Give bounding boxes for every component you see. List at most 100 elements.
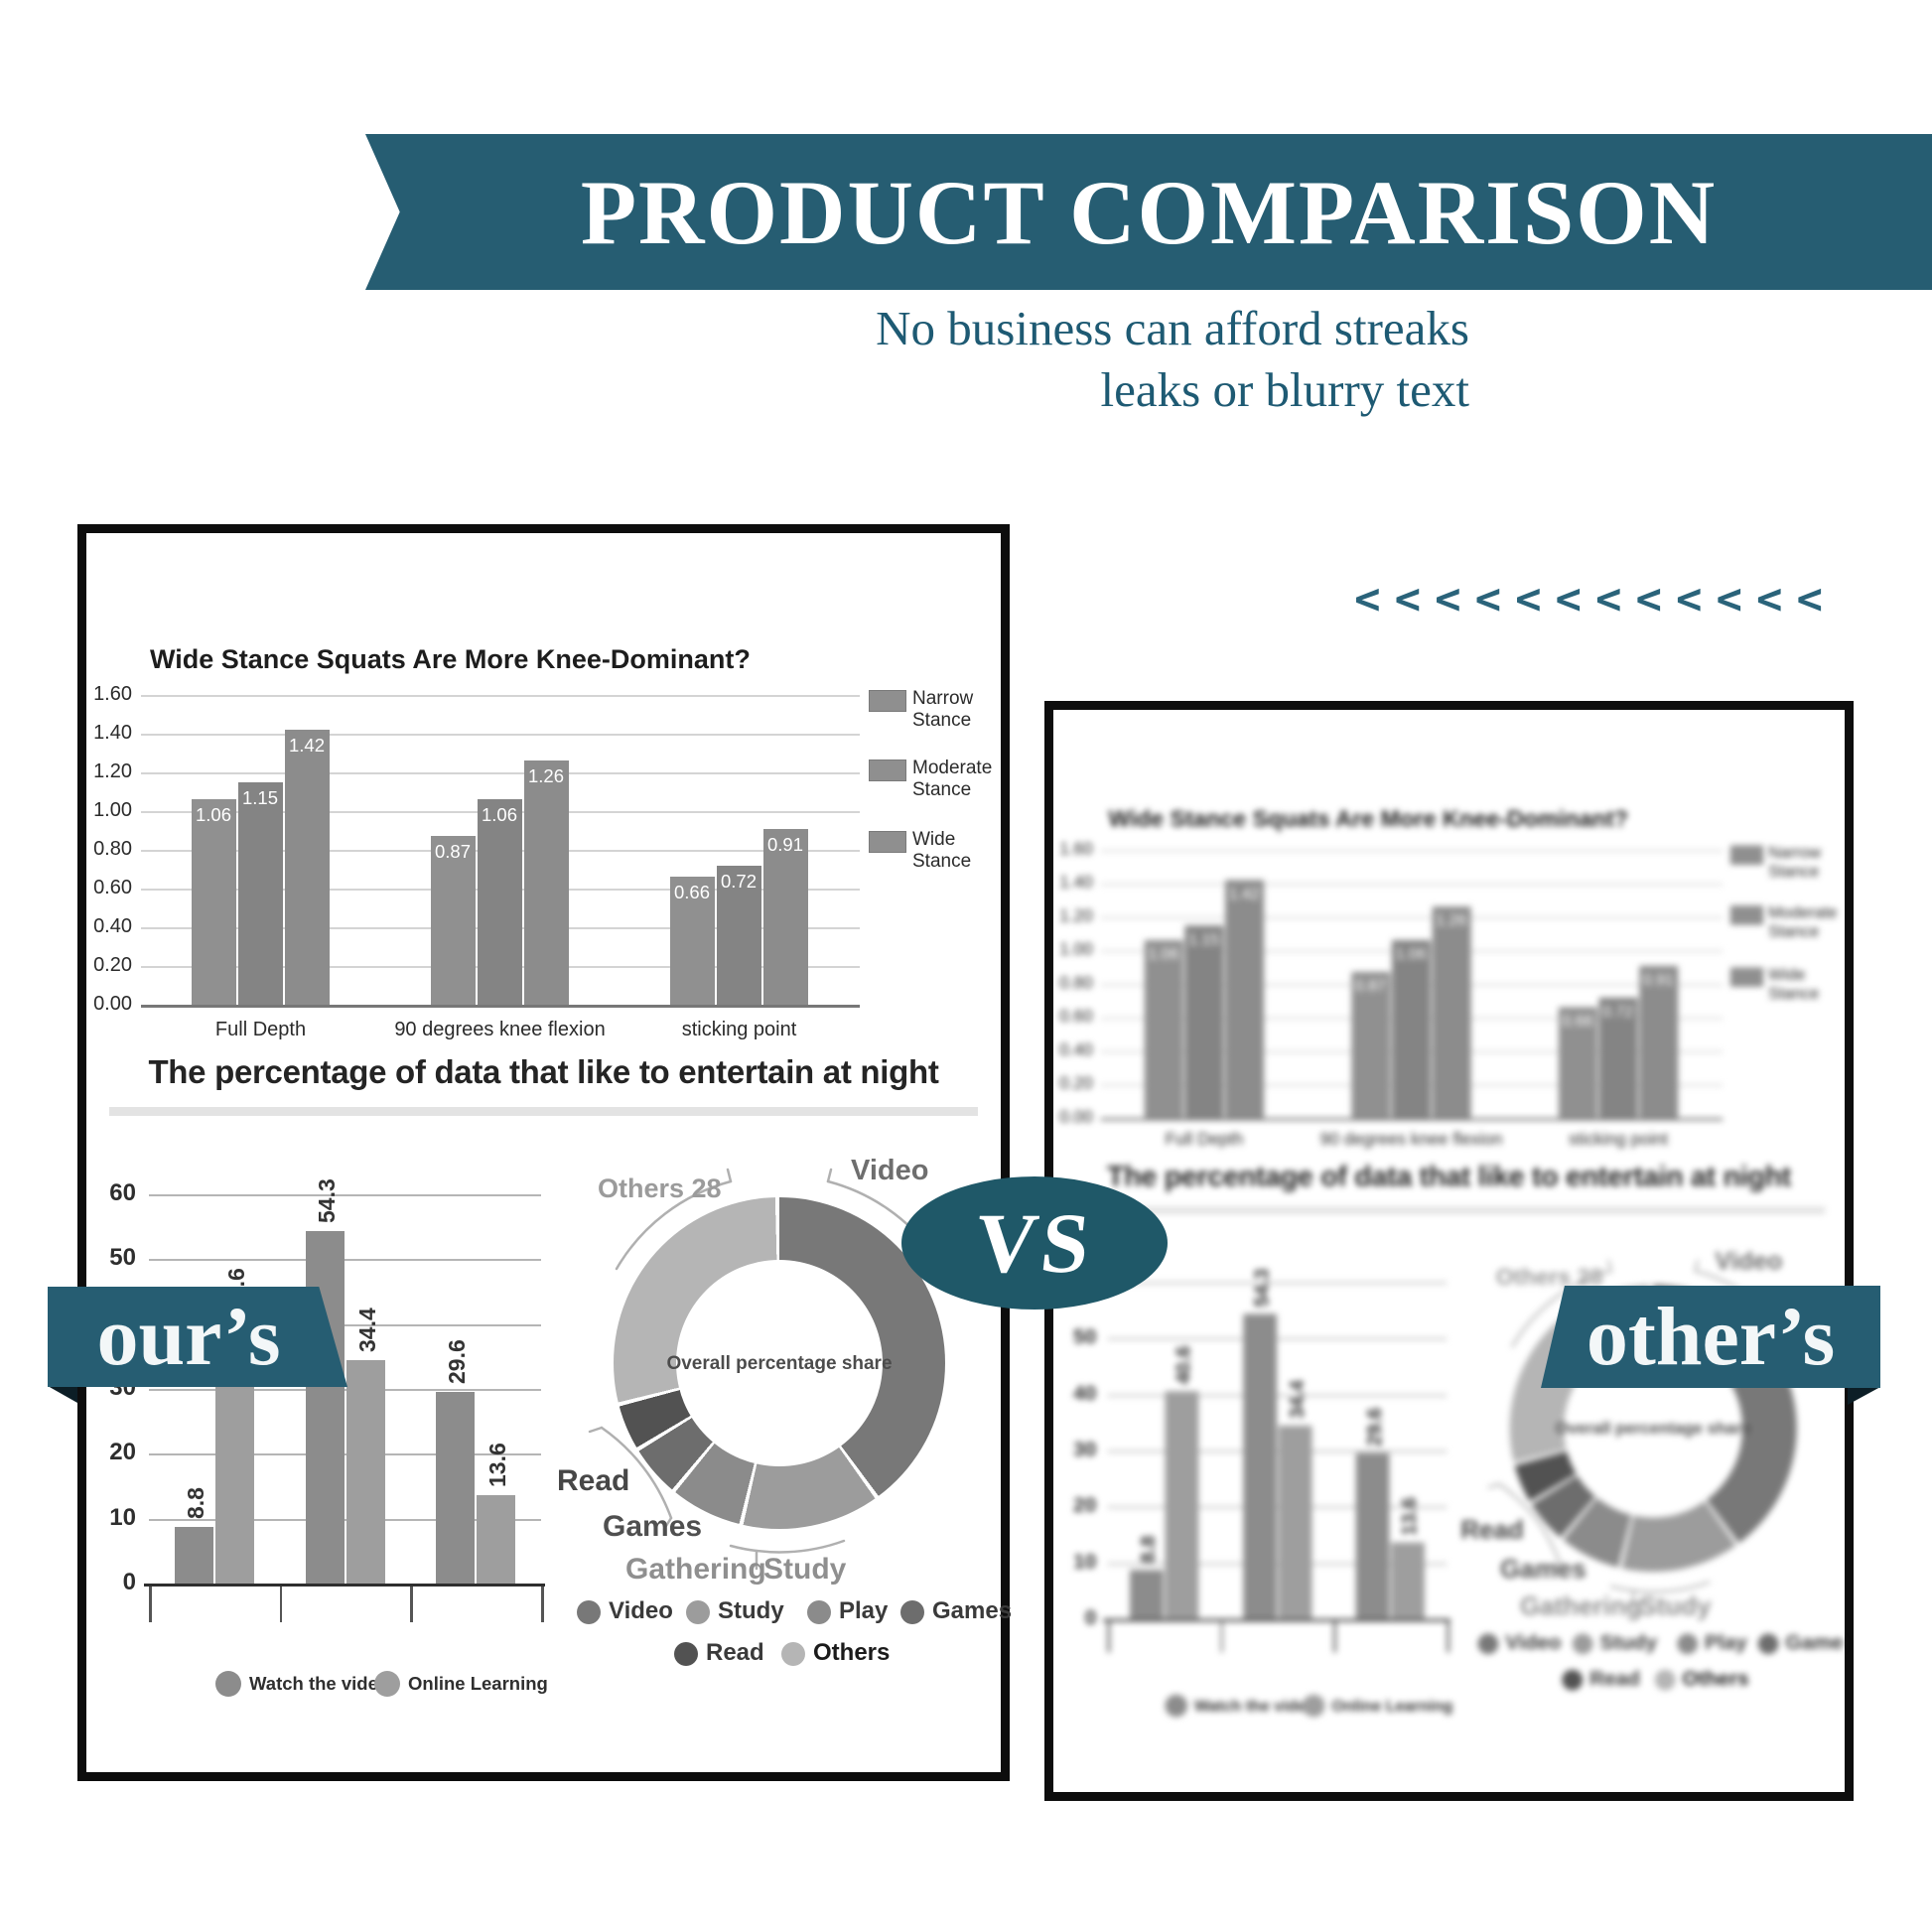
bar-value-label: 0.87 (1354, 976, 1386, 995)
axis-tick (1107, 1621, 1110, 1653)
legend-dot-icon (686, 1600, 710, 1624)
x-axis-label: 90 degrees knee flexion (394, 1019, 606, 1040)
bar (1391, 1542, 1426, 1619)
y-axis-label: 0.40 (1059, 1040, 1093, 1060)
vs-label: VS (970, 1195, 1099, 1291)
donut-callout-label: Study (1639, 1591, 1712, 1621)
bar (1391, 940, 1431, 1119)
others-ribbon-label: other’s (1586, 1291, 1836, 1383)
axis-tick (279, 1587, 283, 1622)
bar (1144, 940, 1183, 1119)
legend-dot-icon (1757, 1633, 1779, 1655)
x-axis-label: 90 degrees knee flexion (1319, 1130, 1503, 1150)
bar-value-label: 1.06 (195, 804, 231, 826)
bar (237, 781, 283, 1005)
title-banner: PRODUCT COMPARISON (365, 134, 1932, 290)
bar-value-label: 8.8 (182, 1486, 208, 1519)
y-axis-label: 60 (109, 1179, 136, 1206)
legend-label: Others (1682, 1667, 1749, 1691)
blurred-page-content: Wide Stance Squats Are More Knee-Dominan… (1053, 710, 1845, 1782)
bar (1355, 1452, 1390, 1619)
donut-callout-label: Others 28 (1495, 1264, 1603, 1291)
vs-badge: VS (901, 1176, 1168, 1310)
donut-callout-label: Others 28 (598, 1173, 722, 1203)
legend-dot-icon (674, 1642, 698, 1666)
bar-value-label: 1.42 (1228, 884, 1260, 902)
chart1-title: Wide Stance Squats Are More Knee-Dominan… (1108, 805, 1628, 832)
y-axis-label: 0.20 (93, 954, 132, 976)
legend-label: Watch the video (249, 1673, 390, 1694)
bar-value-label: 1.15 (1187, 929, 1220, 948)
legend-label: Watch the video (1193, 1696, 1316, 1715)
legend-dot-icon (1477, 1633, 1499, 1655)
blurred-content-wrapper: Wide Stance Squats Are More Knee-Dominan… (1053, 710, 1845, 1792)
bar-value-label: 13.6 (1398, 1497, 1421, 1536)
bar-value-label: 13.6 (484, 1443, 511, 1488)
donut-callout-label: Gathering (625, 1553, 766, 1586)
bar (430, 836, 476, 1005)
legend-label: Wide Stance (912, 829, 972, 872)
grid-line (141, 695, 860, 697)
bar-value-label: 1.26 (527, 765, 564, 787)
donut-callout-label: Video (1715, 1247, 1783, 1276)
grid-line (149, 1389, 541, 1391)
legend-label: Others (813, 1639, 891, 1666)
legend-label: Play (839, 1597, 889, 1624)
y-axis-label: 0.00 (1059, 1107, 1093, 1127)
legend-dot-icon (807, 1600, 831, 1624)
grid-line (141, 772, 860, 774)
legend-dot-icon (577, 1600, 601, 1624)
grid-line (1107, 1337, 1448, 1340)
donut-callout-label: Gathering (1519, 1591, 1642, 1621)
ours-page: Wide Stance Squats Are More Knee-Dominan… (77, 524, 1012, 1781)
legend-swatch (869, 690, 906, 712)
bar (716, 865, 761, 1005)
legend-dot-icon (781, 1642, 805, 1666)
bar (523, 760, 569, 1005)
grid-line (149, 1518, 541, 1521)
donut-callout-label: Read (557, 1464, 630, 1497)
y-axis-label: 1.20 (1059, 906, 1093, 926)
bar-value-label: 0.72 (720, 870, 757, 892)
legend-swatch (869, 831, 906, 853)
bar (284, 730, 330, 1005)
bar-value-label: 1.42 (288, 735, 325, 757)
legend-dot-icon (215, 1671, 241, 1697)
chart2-title: The percentage of data that like to ente… (148, 1053, 939, 1090)
legend-label: Read (706, 1639, 764, 1666)
legend-label: Online Learning (1331, 1696, 1453, 1715)
bar-value-label: 54.3 (1249, 1268, 1273, 1308)
legend-swatch (1730, 905, 1763, 925)
grid-line (1100, 883, 1724, 886)
donut-center-label: Overall percentage share (1555, 1419, 1751, 1439)
x-axis-label: Full Depth (1165, 1130, 1244, 1150)
axis-tick (149, 1587, 152, 1622)
x-axis-label: sticking point (681, 1019, 797, 1040)
ours-ribbon: our’s (48, 1287, 347, 1387)
y-axis-label: 0.80 (93, 838, 132, 860)
grid-line (149, 1194, 541, 1196)
bar (305, 1231, 345, 1584)
donut-callout-label: Games (1500, 1555, 1587, 1585)
x-axis-label: sticking point (1569, 1130, 1669, 1150)
donut-hole (676, 1260, 883, 1466)
legend-dot-icon (1572, 1633, 1593, 1655)
bar (1242, 1313, 1277, 1619)
donut-callout-label: Games (603, 1510, 703, 1543)
others-ribbon-fold (1848, 1387, 1880, 1405)
chart2-title: The percentage of data that like to ente… (1107, 1160, 1792, 1192)
bar-value-label: 34.4 (353, 1308, 380, 1353)
legend-label: Read (1589, 1667, 1640, 1691)
axis-tick (1333, 1621, 1336, 1653)
y-axis-label: 0.80 (1059, 973, 1093, 993)
bar (436, 1391, 476, 1584)
bar-value-label: 34.4 (1285, 1380, 1308, 1420)
bar-value-label: 0.87 (434, 841, 471, 863)
grid-line (1107, 1450, 1448, 1452)
bar (345, 1360, 385, 1584)
legend-dot-icon (1165, 1694, 1188, 1718)
legend-label: Video (609, 1597, 673, 1624)
bar-value-label: 1.15 (241, 786, 278, 808)
y-axis-label: 20 (1073, 1493, 1097, 1517)
bar (1278, 1426, 1312, 1619)
